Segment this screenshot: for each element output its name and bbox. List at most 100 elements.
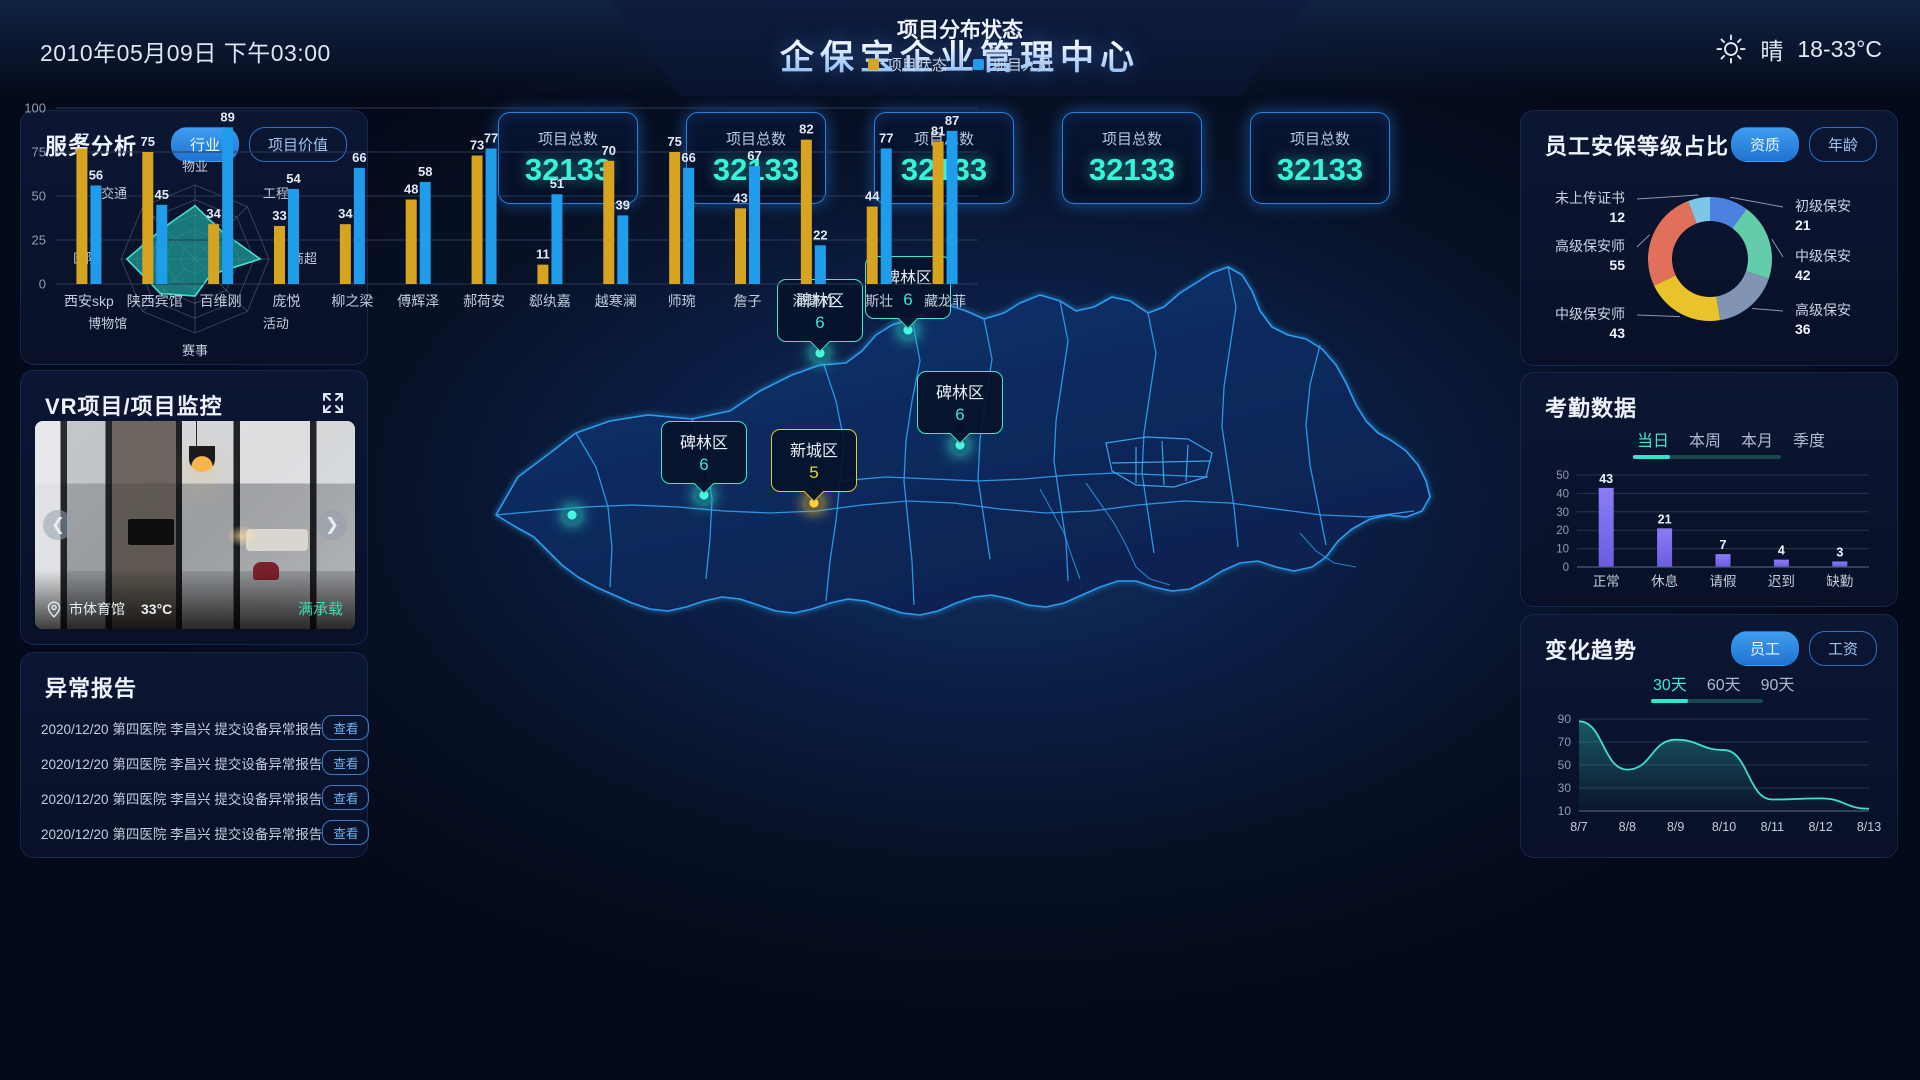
map-marker[interactable]: 碑林区 6 [777,279,863,364]
attendance-y-tick: 20 [1556,525,1569,537]
donut-slice[interactable] [1648,200,1697,286]
bar-chart-title: 项目分布状态 [897,19,1023,42]
report-row: 2020/12/20 第四医院 李昌兴 提交设备异常报告 查看 [41,750,370,775]
donut-slice[interactable] [1732,208,1772,279]
trend-x-tick: 8/8 [1619,820,1636,834]
report-view-button[interactable]: 查看 [322,785,370,810]
bar-y-tick: 50 [32,189,46,204]
attendance-value-label: 43 [1599,472,1613,486]
level-tab-age[interactable]: 年龄 [1808,127,1877,162]
bar-category-label: 藏龙菲 [924,293,966,309]
trend-subtab[interactable]: 60天 [1706,677,1741,694]
donut-value: 42 [1795,267,1811,283]
donut-value: 21 [1795,217,1811,233]
trend-subtab[interactable]: 90天 [1760,677,1795,694]
attendance-subtab[interactable]: 本月 [1741,433,1774,450]
report-view-button[interactable]: 查看 [322,820,370,845]
legend-swatch-status [867,59,879,70]
lamp-icon [188,445,215,472]
bar-rect [339,224,351,284]
tv-shape [127,518,174,545]
report-text: 2020/12/20 第四医院 李昌兴 提交设备异常报告 [41,826,323,842]
attendance-bar [1657,528,1673,567]
bar-value-label: 48 [404,182,418,197]
level-panel-title: 员工安保等级占比 [1545,134,1730,159]
kpi-card[interactable]: 项目总数 32133 [498,112,638,204]
location-pin-icon [47,600,61,618]
donut-slice[interactable] [1688,197,1710,224]
level-tab-qualification[interactable]: 资质 [1730,127,1799,162]
kpi-label: 项目总数 [725,131,786,148]
donut-value: 12 [1609,209,1625,225]
map-marker-value: 6 [903,290,913,309]
app-title: 企保宝企业管理中心 [0,30,1920,79]
trend-y-tick: 10 [1558,804,1572,818]
bar-rect [603,160,615,284]
report-text: 2020/12/20 第四医院 李昌兴 提交设备异常报告 [41,791,323,807]
attendance-y-tick: 0 [1563,562,1569,574]
donut-slice[interactable] [1653,275,1721,321]
legend-item-status[interactable]: 项目状态 [867,54,947,75]
vr-prev-button[interactable]: ❮ [43,510,73,540]
bar-value-label: 73 [470,138,484,153]
report-row: 2020/12/20 第四医院 李昌兴 提交设备异常报告 查看 [41,715,370,740]
map-dot[interactable] [561,504,583,526]
map-marker[interactable]: 碑林区 6 [661,421,747,506]
report-view-button[interactable]: 查看 [322,715,370,740]
kpi-card[interactable]: 项目总数 32133 [874,112,1014,204]
bar-category-label: 庞悦 [273,293,301,309]
attendance-category-label: 正常 [1593,574,1620,589]
trend-x-tick: 8/11 [1761,820,1784,834]
kpi-label: 项目总数 [537,131,598,148]
kpi-label: 项目总数 [1101,131,1162,148]
trend-tab-employee[interactable]: 员工 [1730,631,1799,666]
bar-value-label: 34 [338,206,353,221]
bar-value-label: 75 [141,134,155,149]
vr-panel-title: VR项目/项目监控 [45,394,223,419]
attendance-bar [1832,561,1848,567]
trend-tab-salary[interactable]: 工资 [1808,631,1877,666]
bar-category-label: 师琬 [668,293,696,309]
donut-label: 高级保安师 [1555,238,1625,254]
donut-chart-canvas: 初级保安 21 中级保安 42 高级保安 36 中级保安师 43 高级保安师 55 未上传证书 12 [1555,190,1851,341]
vr-gradient-overlay [35,571,355,629]
kpi-card[interactable]: 项目总数 32133 [1250,112,1390,204]
trend-subtab[interactable]: 30天 [1653,677,1687,694]
donut-slice[interactable] [1710,197,1747,229]
bar-category-label: 越寒澜 [595,293,637,309]
bar-category-label: 百维刚 [200,293,242,309]
trend-tab-indicator [1651,699,1688,703]
weather-temperature: 18-33°C [1797,35,1882,62]
bar-y-tick: 25 [32,233,46,248]
weather-condition: 晴 [1760,38,1784,64]
attendance-subtab[interactable]: 季度 [1793,433,1826,450]
radar-axis-label: 赛事 [182,343,208,358]
bar-rect [814,245,826,284]
service-tab-project-value[interactable]: 项目价值 [248,127,347,162]
bar-category-label: 西安skp [64,293,114,309]
attendance-category-label: 迟到 [1768,574,1795,589]
map-marker[interactable]: 碑林区 6 [917,371,1003,456]
donut-slice[interactable] [1716,271,1769,321]
kpi-card[interactable]: 项目总数 32133 [1062,112,1202,204]
radar-axis-label: 博物馆 [88,316,127,331]
trend-subtabs: 30天 60天 90天 [1653,671,1794,695]
level-tabs: 资质 年龄 [1730,127,1877,162]
bar-rect [932,141,944,284]
expand-icon[interactable] [321,391,345,415]
service-panel-title: 服务分析 [45,134,138,159]
bar-value-label: 45 [155,187,169,202]
map-marker[interactable]: 新城区 5 [771,429,857,514]
trend-x-tick: 8/13 [1857,820,1881,834]
bar-rect [485,148,497,284]
attendance-subtab[interactable]: 本周 [1689,433,1722,450]
header-datetime: 2010年05月09日 下午03:00 [40,34,331,68]
bar-rect [208,224,220,284]
legend-item-personnel[interactable]: 项目人员 [973,54,1052,75]
vr-next-button[interactable]: ❯ [317,510,347,540]
bar-category-label: 柳之梁 [331,293,373,309]
attendance-value-label: 3 [1836,545,1843,559]
attendance-subtab[interactable]: 当日 [1637,433,1670,450]
trend-panel: 变化趋势 员工 工资 30天 60天 90天 10 30 50 70 90 8/7 8/8 8/9… [1520,614,1898,858]
report-view-button[interactable]: 查看 [322,750,370,775]
